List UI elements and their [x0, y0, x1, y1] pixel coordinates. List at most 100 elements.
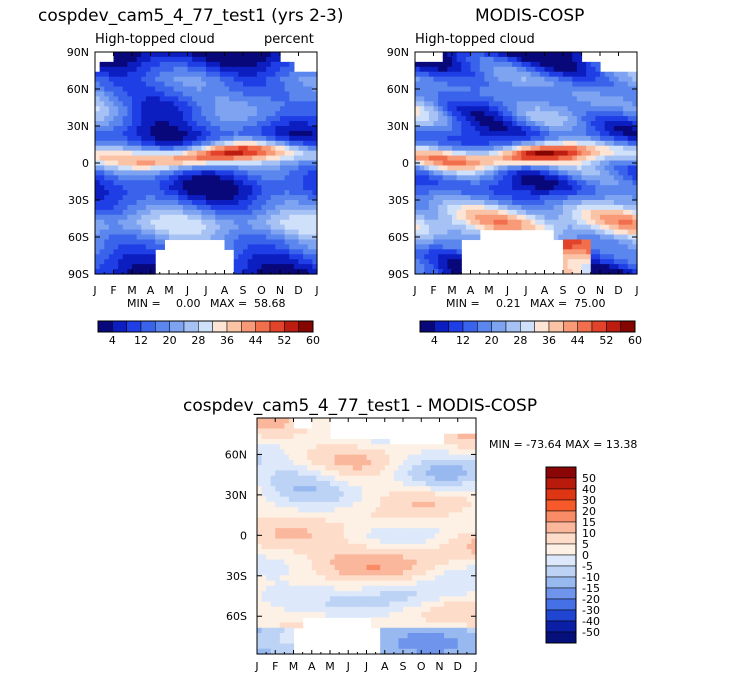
panel1-cell [99, 66, 105, 73]
panel2-cell [558, 140, 564, 147]
panel2-cell [595, 200, 601, 206]
panel1-cell [169, 209, 175, 216]
panel3-cell [348, 465, 354, 472]
panel1-cell [252, 185, 258, 191]
panel3-cell [302, 444, 308, 451]
panel3-cell [257, 528, 263, 534]
panel2-cell [433, 244, 439, 250]
panel1-cell [141, 66, 147, 73]
panel1-cell [178, 101, 184, 107]
panel1-cell [118, 219, 124, 226]
panel1-cell [206, 71, 212, 78]
panel2-cell [456, 76, 462, 83]
panel1-cell [178, 71, 184, 78]
panel2-cell [613, 195, 620, 201]
panel2-cell [479, 219, 485, 226]
panel2-cell [623, 219, 629, 226]
panel2-cell [442, 214, 448, 221]
panel3-cell [339, 501, 345, 508]
panel2-cell [465, 190, 472, 196]
panel2-cell [539, 180, 546, 186]
panel3-cell [293, 491, 299, 498]
panel1-cell [150, 229, 156, 236]
panel2-cell [512, 170, 518, 176]
panel1-cell [224, 140, 230, 147]
panel3-cell [352, 507, 358, 513]
panel3-cell [448, 465, 454, 472]
panel3-cell [444, 517, 450, 524]
panel2-cell [618, 214, 624, 221]
panel1-cell [266, 254, 272, 260]
panel2-cell [512, 165, 518, 171]
panel3-cell [389, 491, 395, 498]
panel1-cell [192, 224, 198, 231]
panel1-cell [164, 106, 170, 112]
panel2-cell [438, 229, 444, 236]
panel2-cell [470, 200, 476, 206]
panel3-cell [266, 428, 272, 435]
panel2-cell [632, 170, 638, 176]
panel2-cell [447, 244, 453, 250]
panel1-cell [247, 204, 253, 211]
panel1-cell [298, 91, 304, 97]
panel1-cell [206, 209, 212, 216]
panel2-cell [493, 214, 499, 221]
panel1-cell [99, 180, 105, 186]
panel1-cell [164, 81, 170, 88]
panel2-cell [530, 96, 536, 102]
panel2-cell [613, 214, 620, 221]
panel1-cell [280, 145, 286, 152]
panel1-cell [159, 91, 165, 97]
panel3-cell [284, 480, 290, 487]
panel1-cell [178, 116, 184, 122]
panel2-cell [567, 121, 573, 127]
panel1-cell [252, 116, 258, 122]
panel2-cell [627, 254, 633, 260]
panel1-cell [132, 96, 138, 102]
panel2-cell [484, 224, 490, 231]
panel1-cell [159, 111, 165, 117]
panel3-cell [330, 491, 336, 498]
panel3-cell [316, 475, 322, 482]
panel1-cell [252, 66, 258, 73]
panel1-cell [145, 204, 152, 211]
panel3-cell [266, 507, 272, 513]
panel2-cell [567, 76, 573, 83]
panel2-cell [447, 111, 453, 117]
panel2-cell [609, 76, 615, 83]
panel1-cell [182, 155, 189, 162]
panel1-cell [122, 264, 128, 270]
panel3-cell [316, 418, 322, 424]
panel2-cell [479, 214, 485, 221]
panel1-cell [293, 234, 300, 241]
panel1-cell [307, 140, 313, 147]
panel3-cell [352, 470, 358, 477]
panel2-cell [590, 135, 596, 142]
panel3-cell [266, 454, 272, 461]
panel1-cell [289, 264, 295, 270]
panel1-cell [229, 52, 235, 58]
panel1-cell [132, 111, 138, 117]
panel1-cell [136, 160, 142, 167]
panel1-cell [118, 126, 124, 132]
panel2-cell [535, 165, 541, 171]
panel2-cell [452, 135, 458, 142]
panel3-cell [316, 449, 322, 456]
panel2-cell [415, 61, 421, 68]
panel3-cell [257, 512, 263, 519]
panel3-cell [361, 444, 368, 451]
panel2-cell [595, 76, 601, 83]
panel1-cell [127, 224, 133, 231]
panel1-cell [303, 76, 309, 83]
panel2-cell [595, 269, 601, 275]
panel2-cell [572, 71, 578, 78]
panel2-cell [484, 165, 490, 171]
panel3-cell [466, 438, 473, 445]
panel2-cell [516, 96, 522, 102]
panel2-cell [498, 52, 504, 58]
panel3-cell [357, 507, 363, 513]
panel2-cell [567, 165, 573, 171]
panel2-cell [502, 200, 509, 206]
panel3-cell [425, 501, 431, 508]
panel2-cell [553, 135, 559, 142]
